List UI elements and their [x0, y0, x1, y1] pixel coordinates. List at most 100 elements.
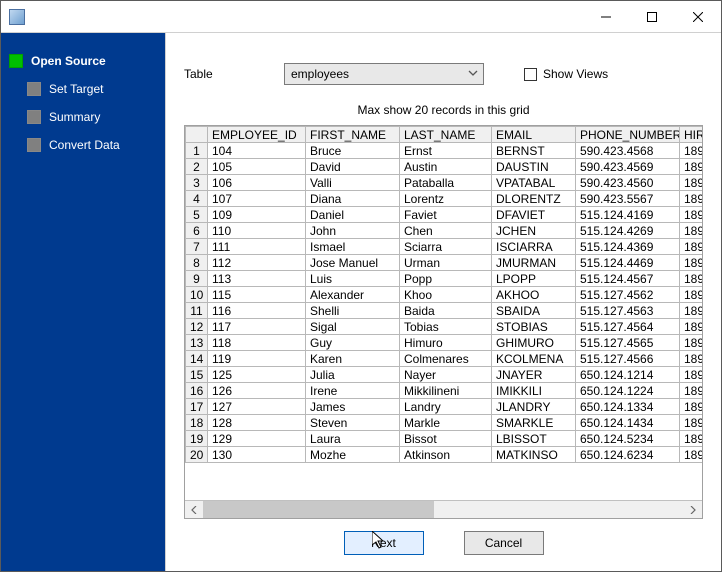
- cell[interactable]: SMARKLE: [492, 415, 576, 431]
- row-header[interactable]: 1: [186, 143, 208, 159]
- row-header[interactable]: 4: [186, 191, 208, 207]
- table-row[interactable]: 7111IsmaelSciarraISCIARRA515.124.4369189…: [186, 239, 703, 255]
- table-row[interactable]: 17127JamesLandryJLANDRY650.124.13341899/…: [186, 399, 703, 415]
- row-header[interactable]: 6: [186, 223, 208, 239]
- scroll-right-icon[interactable]: [684, 501, 702, 519]
- horizontal-scrollbar[interactable]: [185, 500, 702, 518]
- column-header[interactable]: LAST_NAME: [400, 127, 492, 143]
- column-header[interactable]: HIRE_D: [680, 127, 703, 143]
- cell[interactable]: Sigal: [306, 319, 400, 335]
- cell[interactable]: Julia: [306, 367, 400, 383]
- row-header[interactable]: 18: [186, 415, 208, 431]
- cell[interactable]: James: [306, 399, 400, 415]
- table-row[interactable]: 12117SigalTobiasSTOBIAS515.127.45641899/…: [186, 319, 703, 335]
- cell[interactable]: Bissot: [400, 431, 492, 447]
- wizard-step-set-target[interactable]: Set Target: [1, 75, 165, 103]
- cell[interactable]: Landry: [400, 399, 492, 415]
- cell[interactable]: 1899/1: [680, 207, 703, 223]
- cell[interactable]: 590.423.4569: [576, 159, 680, 175]
- cell[interactable]: 106: [208, 175, 306, 191]
- cell[interactable]: 650.124.1224: [576, 383, 680, 399]
- row-header[interactable]: 10: [186, 287, 208, 303]
- column-header[interactable]: EMPLOYEE_ID: [208, 127, 306, 143]
- cell[interactable]: Nayer: [400, 367, 492, 383]
- scroll-left-icon[interactable]: [185, 501, 203, 519]
- column-header[interactable]: PHONE_NUMBER: [576, 127, 680, 143]
- row-header[interactable]: 15: [186, 367, 208, 383]
- cell[interactable]: 116: [208, 303, 306, 319]
- table-row[interactable]: 8112Jose ManuelUrmanJMURMAN515.124.44691…: [186, 255, 703, 271]
- table-select[interactable]: employees: [284, 63, 484, 85]
- cell[interactable]: MATKINSO: [492, 447, 576, 463]
- table-row[interactable]: 13118GuyHimuroGHIMURO515.127.45651899/1: [186, 335, 703, 351]
- table-row[interactable]: 5109DanielFavietDFAVIET515.124.41691899/…: [186, 207, 703, 223]
- cell[interactable]: Ismael: [306, 239, 400, 255]
- row-header[interactable]: 16: [186, 383, 208, 399]
- cell[interactable]: 515.124.4369: [576, 239, 680, 255]
- cell[interactable]: 125: [208, 367, 306, 383]
- cell[interactable]: 590.423.4560: [576, 175, 680, 191]
- close-button[interactable]: [675, 1, 721, 33]
- cell[interactable]: ISCIARRA: [492, 239, 576, 255]
- cell[interactable]: David: [306, 159, 400, 175]
- cell[interactable]: 104: [208, 143, 306, 159]
- cell[interactable]: 590.423.5567: [576, 191, 680, 207]
- cell[interactable]: Alexander: [306, 287, 400, 303]
- row-header[interactable]: 12: [186, 319, 208, 335]
- cell[interactable]: 1899/1: [680, 319, 703, 335]
- row-header[interactable]: 7: [186, 239, 208, 255]
- cell[interactable]: AKHOO: [492, 287, 576, 303]
- row-header[interactable]: 20: [186, 447, 208, 463]
- next-button[interactable]: Next: [344, 531, 424, 555]
- cell[interactable]: 119: [208, 351, 306, 367]
- cell[interactable]: DFAVIET: [492, 207, 576, 223]
- cell[interactable]: 650.124.1214: [576, 367, 680, 383]
- cell[interactable]: Pataballa: [400, 175, 492, 191]
- cell[interactable]: VPATABAL: [492, 175, 576, 191]
- cell[interactable]: 112: [208, 255, 306, 271]
- table-row[interactable]: 14119KarenColmenaresKCOLMENA515.127.4566…: [186, 351, 703, 367]
- table-row[interactable]: 20130MozheAtkinsonMATKINSO650.124.623418…: [186, 447, 703, 463]
- cell[interactable]: Guy: [306, 335, 400, 351]
- scroll-thumb[interactable]: [203, 501, 434, 519]
- cell[interactable]: 1899/1: [680, 223, 703, 239]
- row-header[interactable]: 5: [186, 207, 208, 223]
- data-grid[interactable]: EMPLOYEE_IDFIRST_NAMELAST_NAMEEMAILPHONE…: [184, 125, 703, 519]
- cell[interactable]: 117: [208, 319, 306, 335]
- row-header[interactable]: 17: [186, 399, 208, 415]
- cell[interactable]: 515.127.4564: [576, 319, 680, 335]
- row-header[interactable]: 13: [186, 335, 208, 351]
- cell[interactable]: 130: [208, 447, 306, 463]
- wizard-step-convert-data[interactable]: Convert Data: [1, 131, 165, 159]
- cell[interactable]: Tobias: [400, 319, 492, 335]
- cell[interactable]: Markle: [400, 415, 492, 431]
- cell[interactable]: 650.124.5234: [576, 431, 680, 447]
- table-row[interactable]: 10115AlexanderKhooAKHOO515.127.45621899/…: [186, 287, 703, 303]
- column-header[interactable]: FIRST_NAME: [306, 127, 400, 143]
- cell[interactable]: 109: [208, 207, 306, 223]
- cell[interactable]: 515.127.4566: [576, 351, 680, 367]
- row-header[interactable]: 2: [186, 159, 208, 175]
- cell[interactable]: 1899/1: [680, 399, 703, 415]
- table-row[interactable]: 4107DianaLorentzDLORENTZ590.423.55671899…: [186, 191, 703, 207]
- cell[interactable]: 590.423.4568: [576, 143, 680, 159]
- cell[interactable]: 515.127.4562: [576, 287, 680, 303]
- cell[interactable]: Jose Manuel: [306, 255, 400, 271]
- row-header[interactable]: 11: [186, 303, 208, 319]
- row-header[interactable]: 9: [186, 271, 208, 287]
- cell[interactable]: 129: [208, 431, 306, 447]
- cell[interactable]: 1899/1: [680, 159, 703, 175]
- cell[interactable]: 1899/1: [680, 351, 703, 367]
- cell[interactable]: 515.127.4563: [576, 303, 680, 319]
- cell[interactable]: Diana: [306, 191, 400, 207]
- wizard-step-summary[interactable]: Summary: [1, 103, 165, 131]
- cell[interactable]: Mikkilineni: [400, 383, 492, 399]
- cell[interactable]: 515.124.4469: [576, 255, 680, 271]
- cell[interactable]: 650.124.1334: [576, 399, 680, 415]
- cell[interactable]: JLANDRY: [492, 399, 576, 415]
- cell[interactable]: Valli: [306, 175, 400, 191]
- cell[interactable]: 111: [208, 239, 306, 255]
- cell[interactable]: 1899/1: [680, 303, 703, 319]
- table-row[interactable]: 15125JuliaNayerJNAYER650.124.12141899/1: [186, 367, 703, 383]
- cell[interactable]: 515.127.4565: [576, 335, 680, 351]
